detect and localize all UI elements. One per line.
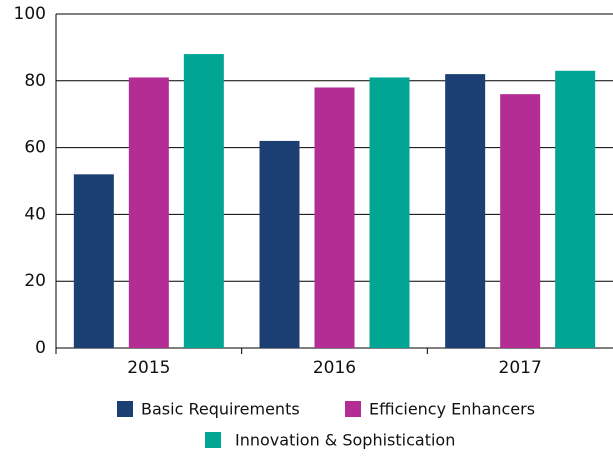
bar xyxy=(555,70,596,348)
bar xyxy=(259,140,300,348)
y-tick-label: 40 xyxy=(24,204,46,224)
y-tick-label: 20 xyxy=(24,271,46,291)
bar xyxy=(369,77,410,349)
y-tick-label: 80 xyxy=(24,71,46,91)
bar xyxy=(73,174,114,348)
legend-label: Efficiency Enhancers xyxy=(369,400,535,419)
bar xyxy=(183,54,224,349)
legend-swatch xyxy=(117,401,133,417)
legend-label: Basic Requirements xyxy=(141,400,300,419)
x-tick-label: 2016 xyxy=(313,358,356,378)
bar xyxy=(500,94,541,348)
y-tick-label: 0 xyxy=(35,338,46,358)
y-tick-label: 100 xyxy=(14,4,46,24)
x-tick-label: 2017 xyxy=(499,358,542,378)
legend: Basic Requirements Efficiency Enhancers In… xyxy=(117,400,535,450)
legend-swatch xyxy=(345,401,361,417)
bar xyxy=(128,77,169,349)
legend-swatch xyxy=(205,432,221,448)
bar xyxy=(445,74,486,349)
bar xyxy=(314,87,355,348)
x-tick-label: 2015 xyxy=(127,358,170,378)
y-tick-label: 60 xyxy=(24,138,46,158)
legend-label: Innovation & Sophistication xyxy=(235,431,455,450)
